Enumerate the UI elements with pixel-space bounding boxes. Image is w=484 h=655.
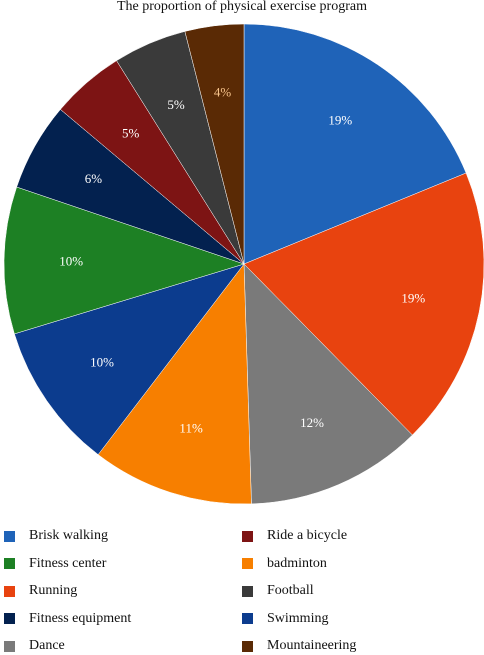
slice-label-ride-a-bicycle: 5% (122, 126, 140, 141)
slice-label-running: 19% (401, 291, 425, 306)
pie-slice-brisk-walking (243, 23, 467, 265)
legend-swatch (242, 530, 253, 542)
legend-label: Football (267, 583, 314, 598)
legend-swatch (4, 558, 15, 569)
slice-label-dance: 12% (300, 415, 324, 430)
pie-slice-fitness-center (3, 186, 245, 335)
legend-swatch (242, 558, 253, 569)
chart-title: The proportion of physical exercise prog… (117, 0, 367, 14)
pie-slice-mountaineering (184, 23, 245, 265)
legend-item-badminton: badminton (242, 555, 327, 573)
slice-label-fitness-equipment: 6% (85, 171, 103, 186)
pie-slice-running (243, 172, 484, 436)
legend-label: Fitness equipment (29, 610, 132, 626)
pie-slice-swimming (14, 263, 245, 455)
legend-label: Running (29, 583, 78, 598)
legend-label: Swimming (267, 610, 329, 626)
legend-item-brisk-walking: Brisk walking (4, 527, 108, 545)
pie-slice-badminton (97, 263, 252, 505)
legend-item-running: Running (4, 582, 77, 600)
slice-label-football: 5% (167, 97, 185, 112)
slice-label-badminton: 11% (179, 421, 203, 436)
slice-label-brisk-walking: 19% (328, 113, 352, 128)
legend-label: Ride a bicycle (267, 528, 348, 543)
legend-swatch (242, 585, 253, 597)
slice-label-swimming: 10% (90, 355, 114, 370)
legend-item-ride-a-bicycle: Ride a bicycle (242, 527, 347, 545)
legend-item-dance: Dance (4, 637, 65, 655)
legend-label: Fitness center (29, 555, 107, 571)
legend-swatch (4, 585, 15, 597)
legend-label: Dance (29, 638, 65, 653)
legend-label: badminton (267, 555, 327, 571)
legend-item-fitness-center: Fitness center (4, 555, 106, 573)
legend-swatch (242, 613, 253, 624)
legend-item-mountaineering: Mountaineering (242, 637, 356, 655)
legend-item-fitness-equipment: Fitness equipment (4, 610, 131, 628)
slice-label-fitness-center: 10% (59, 253, 83, 268)
legend-item-swimming: Swimming (242, 610, 328, 628)
legend-label: Mountaineering (267, 638, 357, 653)
slice-label-mountaineering: 4% (214, 85, 232, 100)
pie-slice-dance (243, 263, 413, 505)
legend-swatch (4, 530, 15, 542)
pie-chart: 19% 19% 12% 11% 10% 10% 6% 5% 5% 4% (3, 23, 484, 505)
legend-item-football: Football (242, 582, 314, 600)
legend-swatch (4, 640, 15, 652)
legend: Brisk walking Fitness center Running Fitnes… (0, 525, 484, 653)
legend-swatch (4, 613, 15, 624)
legend-label: Brisk walking (29, 528, 108, 543)
legend-swatch (242, 640, 253, 652)
